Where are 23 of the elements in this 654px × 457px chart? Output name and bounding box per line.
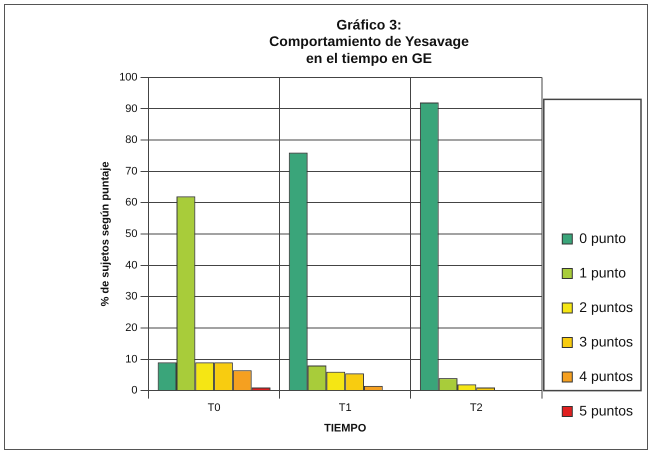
y-tick-label: 80	[125, 134, 138, 146]
legend-label: 3 puntos	[579, 333, 634, 350]
x-axis-title: TIEMPO	[324, 422, 367, 434]
legend-label: 5 puntos	[579, 402, 634, 418]
x-tick-label: T0	[208, 402, 221, 414]
x-tick-label: T1	[338, 402, 352, 414]
y-tick-label: 0	[131, 384, 138, 397]
legend-label: 4 puntos	[579, 368, 634, 384]
y-tick-label: 30	[125, 290, 138, 303]
legend-label: 0 punto	[579, 230, 626, 246]
x-tick-label: T2	[470, 402, 483, 414]
y-tick-label: 20	[125, 322, 138, 334]
y-tick-label: 60	[125, 196, 138, 209]
chart-title: Gráfico 3: Comportamiento de Yesavage en el tiempo en GE	[269, 16, 470, 66]
y-tick-label: 100	[119, 71, 138, 84]
y-tick-label: 90	[125, 102, 138, 115]
legend-label: 2 puntos	[579, 298, 634, 315]
y-tick-label: 70	[125, 165, 138, 178]
y-tick-label: 50	[125, 228, 138, 240]
legend-label: 1 punto	[579, 264, 626, 280]
y-tick-label: 10	[125, 353, 138, 366]
y-axis-title: % de sujetos según puntaje	[100, 162, 112, 306]
y-tick-label: 40	[125, 259, 138, 272]
